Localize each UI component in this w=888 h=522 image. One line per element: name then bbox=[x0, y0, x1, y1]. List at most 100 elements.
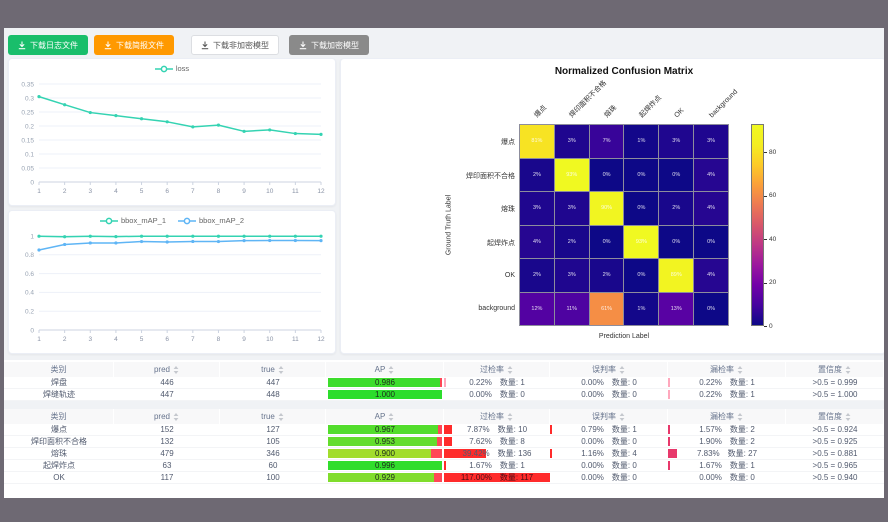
svg-text:1: 1 bbox=[30, 233, 34, 240]
legend-item-bbox_mAP_2[interactable]: bbox_mAP_2 bbox=[178, 216, 244, 225]
col-header-label: pred bbox=[153, 365, 170, 374]
rate-count: 数量: 1 bbox=[729, 390, 755, 399]
ap-bar bbox=[328, 449, 431, 458]
col-header-over-rate[interactable]: 过检率 bbox=[444, 409, 550, 424]
col-header-misjudge-rate[interactable]: 误判率 bbox=[550, 362, 668, 377]
rate-count: 数量: 2 bbox=[729, 437, 755, 446]
col-header-miss-rate[interactable]: 漏检率 bbox=[668, 362, 786, 377]
colorbar-tick-mark bbox=[764, 326, 767, 327]
legend-item-loss[interactable]: loss bbox=[154, 64, 190, 73]
download-log-file-button[interactable]: 下载日志文件 bbox=[8, 35, 88, 55]
rate-bar bbox=[668, 390, 670, 399]
pred-cell: 446 bbox=[160, 378, 174, 387]
matrix-cell-1-5: 4% bbox=[694, 158, 728, 191]
matrix-x-tick-0: 爆点 bbox=[532, 104, 548, 120]
true-cell: 448 bbox=[266, 390, 280, 399]
col-header-ap[interactable]: AP bbox=[326, 362, 444, 377]
matrix-cell-3-3: 93% bbox=[624, 225, 659, 258]
col-header-confidence[interactable]: 置信度 bbox=[786, 362, 884, 377]
svg-text:6: 6 bbox=[165, 336, 169, 343]
colorbar-tick-label: 0 bbox=[769, 322, 773, 330]
svg-text:0.4: 0.4 bbox=[25, 290, 34, 297]
rate-bar bbox=[668, 449, 678, 458]
svg-text:5: 5 bbox=[140, 188, 144, 195]
true-cell: 346 bbox=[266, 449, 280, 458]
map-chart-legend: bbox_mAP_1 bbox_mAP_2 bbox=[9, 216, 335, 225]
svg-text:7: 7 bbox=[191, 188, 195, 195]
rate-count: 数量: 136 bbox=[497, 449, 532, 458]
svg-text:0.25: 0.25 bbox=[21, 109, 34, 116]
matrix-cell-1-1: 93% bbox=[554, 158, 589, 191]
misjudge-rate-cell: 0.00% 数量: 0 bbox=[550, 472, 668, 483]
col-header-pred[interactable]: pred bbox=[114, 409, 220, 424]
button-label: 下载非加密模型 bbox=[213, 40, 269, 50]
download-unencrypted-model-button[interactable]: 下载非加密模型 bbox=[191, 35, 279, 55]
svg-text:11: 11 bbox=[292, 188, 299, 195]
dashboard-content: 下载日志文件 下载简报文件 下载非加密模型 下载加密模型 loss 0 0.05 0… bbox=[4, 28, 884, 498]
rate-percent: 1.90% bbox=[699, 437, 722, 446]
col-header-true[interactable]: true bbox=[220, 409, 326, 424]
col-header-label: 误判率 bbox=[592, 412, 616, 421]
matrix-cell-4-0: 2% bbox=[520, 259, 554, 292]
download-report-file-button[interactable]: 下载简报文件 bbox=[94, 35, 174, 55]
colorbar-tick-mark bbox=[764, 239, 767, 241]
col-header-label: pred bbox=[153, 412, 170, 421]
class-cell: 起焊炸点 bbox=[43, 461, 75, 470]
class-cell: 爆点 bbox=[51, 425, 67, 434]
miss-rate-cell: 1.90% 数量: 2 bbox=[668, 436, 786, 447]
matrix-x-tick-2: 熔珠 bbox=[602, 104, 618, 120]
sort-caret-icon bbox=[278, 412, 284, 421]
col-header-pred[interactable]: pred bbox=[114, 362, 220, 377]
sort-caret-icon bbox=[845, 412, 851, 421]
col-header-miss-rate[interactable]: 漏检率 bbox=[668, 409, 786, 424]
confidence-cell: >0.5 = 0.965 bbox=[812, 461, 858, 470]
rate-percent: 1.57% bbox=[699, 425, 722, 434]
legend-label: loss bbox=[175, 64, 190, 73]
col-header-confidence[interactable]: 置信度 bbox=[786, 409, 884, 424]
matrix-cell-0-0: 81% bbox=[520, 125, 554, 158]
col-header-misjudge-rate[interactable]: 误判率 bbox=[550, 409, 668, 424]
over-rate-cell: 1.67% 数量: 1 bbox=[444, 460, 550, 471]
col-header-ap[interactable]: AP bbox=[326, 409, 444, 424]
svg-text:8: 8 bbox=[217, 188, 221, 195]
button-label: 下载日志文件 bbox=[30, 40, 78, 50]
col-header-over-rate[interactable]: 过检率 bbox=[444, 362, 550, 377]
col-header-label: true bbox=[261, 412, 275, 421]
sort-caret-icon bbox=[507, 412, 513, 421]
col-header-true[interactable]: true bbox=[220, 362, 326, 377]
rate-count: 数量: 10 bbox=[497, 425, 528, 434]
true-cell: 105 bbox=[266, 437, 280, 446]
rate-bar bbox=[444, 378, 446, 387]
sort-caret-icon bbox=[619, 412, 625, 421]
svg-text:0.3: 0.3 bbox=[25, 95, 34, 102]
rate-percent: 1.67% bbox=[699, 461, 722, 470]
rate-bar bbox=[444, 437, 453, 446]
ap-value: 0.967 bbox=[374, 425, 396, 434]
matrix-cell-5-3: 1% bbox=[624, 292, 659, 325]
svg-text:0.6: 0.6 bbox=[25, 271, 34, 278]
col-header-label: 类别 bbox=[50, 412, 67, 421]
legend-item-bbox_mAP_1[interactable]: bbox_mAP_1 bbox=[99, 216, 166, 225]
class-cell: 焊印面积不合格 bbox=[31, 437, 87, 446]
colorbar bbox=[751, 124, 764, 326]
rate-percent: 7.83% bbox=[696, 449, 720, 458]
download-encrypted-model-button[interactable]: 下载加密模型 bbox=[289, 35, 369, 55]
rate-count: 数量: 27 bbox=[727, 449, 758, 458]
ap-cell: 0.929 bbox=[326, 472, 444, 483]
rate-bar bbox=[444, 449, 486, 458]
true-cell: 100 bbox=[266, 473, 280, 482]
col-header-label: true bbox=[261, 365, 275, 374]
col-header-category: 类别 bbox=[4, 409, 114, 424]
metrics-table-1: 类别 pred true AP 过检率 误判率 漏检率 置信度 焊盘 446 447 … bbox=[4, 362, 884, 401]
matrix-cell-2-3: 0% bbox=[624, 192, 659, 225]
matrix-cell-0-4: 3% bbox=[659, 125, 694, 158]
rate-percent: 0.22% bbox=[469, 378, 492, 387]
ap-value: 0.900 bbox=[374, 449, 396, 458]
miss-rate-cell: 0.00% 数量: 0 bbox=[668, 472, 786, 483]
matrix-cell-5-5: 0% bbox=[694, 292, 728, 325]
ap-value: 0.953 bbox=[374, 437, 396, 446]
rate-bar bbox=[668, 461, 670, 470]
rate-count: 数量: 1 bbox=[499, 461, 525, 470]
colorbar-tick-mark bbox=[764, 195, 767, 197]
rate-percent: 0.79% bbox=[581, 425, 604, 434]
